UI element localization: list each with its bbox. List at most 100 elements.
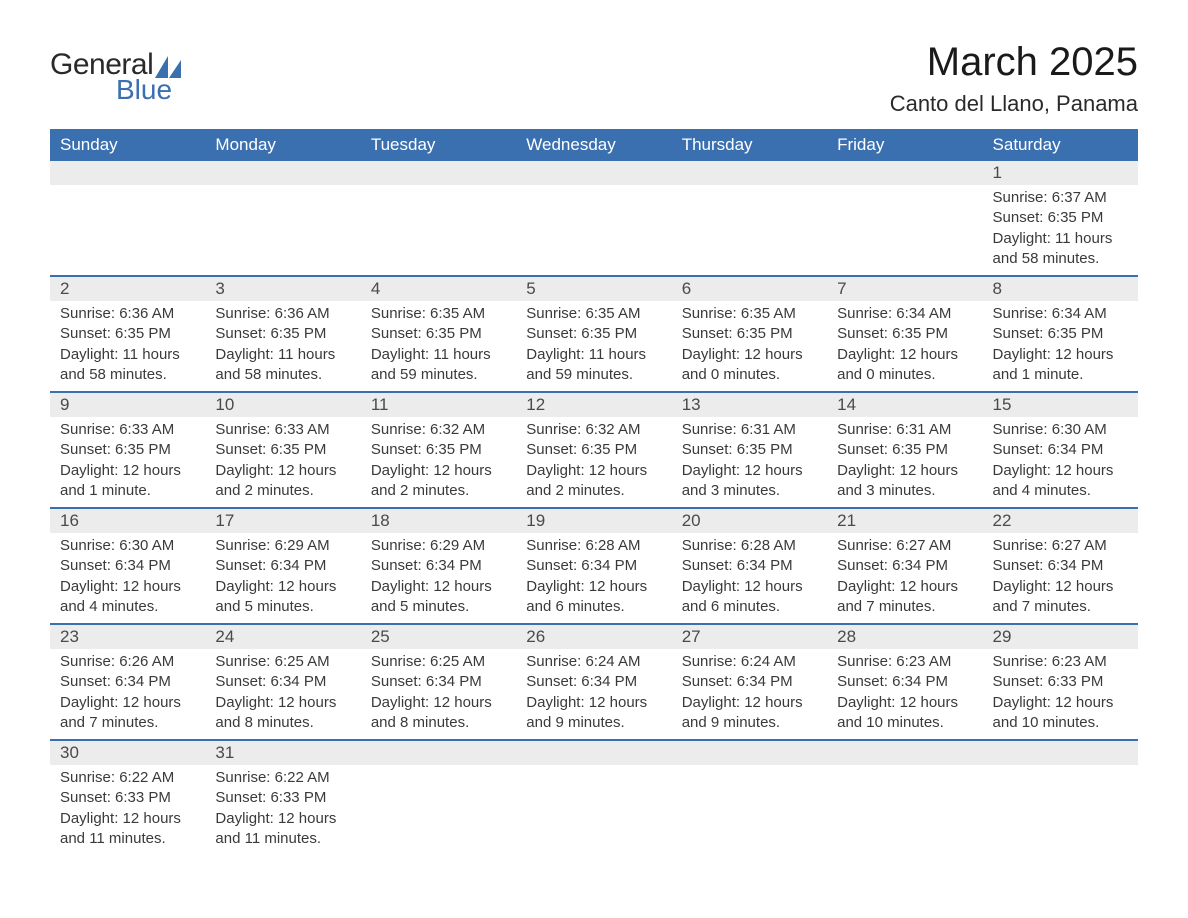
empty-cell: [361, 740, 516, 765]
header: General Blue March 2025 Canto del Llano,…: [50, 40, 1138, 117]
empty-cell: [827, 740, 982, 765]
sunrise-line: Sunrise: 6:29 AM: [215, 536, 350, 556]
sunrise-line: Sunrise: 6:24 AM: [526, 652, 661, 672]
day-details: Sunrise: 6:34 AMSunset: 6:35 PMDaylight:…: [983, 301, 1138, 392]
sunrise-line: Sunrise: 6:34 AM: [837, 304, 972, 324]
day-details: Sunrise: 6:23 AMSunset: 6:34 PMDaylight:…: [827, 649, 982, 740]
sunset-line: Sunset: 6:34 PM: [60, 556, 195, 576]
sunset-line: Sunset: 6:33 PM: [60, 788, 195, 808]
day-details: Sunrise: 6:23 AMSunset: 6:33 PMDaylight:…: [983, 649, 1138, 740]
sunset-line: Sunset: 6:34 PM: [215, 556, 350, 576]
empty-cell: [983, 765, 1138, 855]
day-number: 13: [672, 392, 827, 417]
sunrise-line: Sunrise: 6:22 AM: [60, 768, 195, 788]
empty-cell: [516, 765, 671, 855]
empty-cell: [205, 161, 360, 185]
sunrise-line: Sunrise: 6:25 AM: [371, 652, 506, 672]
day-number: 24: [205, 624, 360, 649]
sunset-line: Sunset: 6:34 PM: [526, 672, 661, 692]
daylight-line: Daylight: 12 hours and 11 minutes.: [60, 809, 195, 850]
day-number: 9: [50, 392, 205, 417]
daylight-line: Daylight: 12 hours and 7 minutes.: [993, 577, 1128, 618]
day-number: 3: [205, 276, 360, 301]
day-number: 20: [672, 508, 827, 533]
calendar-table: SundayMondayTuesdayWednesdayThursdayFrid…: [50, 129, 1138, 855]
daylight-line: Daylight: 12 hours and 1 minute.: [993, 345, 1128, 386]
daylight-line: Daylight: 11 hours and 58 minutes.: [215, 345, 350, 386]
day-details: Sunrise: 6:25 AMSunset: 6:34 PMDaylight:…: [205, 649, 360, 740]
day-details: Sunrise: 6:29 AMSunset: 6:34 PMDaylight:…: [361, 533, 516, 624]
empty-cell: [516, 161, 671, 185]
day-details: Sunrise: 6:33 AMSunset: 6:35 PMDaylight:…: [205, 417, 360, 508]
day-number: 29: [983, 624, 1138, 649]
sunrise-line: Sunrise: 6:22 AM: [215, 768, 350, 788]
day-number: 22: [983, 508, 1138, 533]
weekday-header: Thursday: [672, 129, 827, 161]
sunrise-line: Sunrise: 6:33 AM: [60, 420, 195, 440]
daylight-line: Daylight: 12 hours and 4 minutes.: [993, 461, 1128, 502]
daylight-line: Daylight: 12 hours and 9 minutes.: [682, 693, 817, 734]
sunrise-line: Sunrise: 6:31 AM: [837, 420, 972, 440]
sunset-line: Sunset: 6:35 PM: [682, 440, 817, 460]
day-number: 16: [50, 508, 205, 533]
day-details: Sunrise: 6:22 AMSunset: 6:33 PMDaylight:…: [50, 765, 205, 855]
day-details: Sunrise: 6:24 AMSunset: 6:34 PMDaylight:…: [672, 649, 827, 740]
sunrise-line: Sunrise: 6:31 AM: [682, 420, 817, 440]
empty-cell: [672, 765, 827, 855]
detail-row: Sunrise: 6:22 AMSunset: 6:33 PMDaylight:…: [50, 765, 1138, 855]
day-number: 25: [361, 624, 516, 649]
sunset-line: Sunset: 6:34 PM: [215, 672, 350, 692]
weekday-header-row: SundayMondayTuesdayWednesdayThursdayFrid…: [50, 129, 1138, 161]
empty-cell: [50, 185, 205, 276]
day-details: Sunrise: 6:30 AMSunset: 6:34 PMDaylight:…: [983, 417, 1138, 508]
month-title: March 2025: [890, 40, 1138, 85]
day-details: Sunrise: 6:31 AMSunset: 6:35 PMDaylight:…: [672, 417, 827, 508]
daynum-row: 2345678: [50, 276, 1138, 301]
sunrise-line: Sunrise: 6:36 AM: [60, 304, 195, 324]
detail-row: Sunrise: 6:30 AMSunset: 6:34 PMDaylight:…: [50, 533, 1138, 624]
empty-cell: [361, 185, 516, 276]
day-number: 28: [827, 624, 982, 649]
day-number: 10: [205, 392, 360, 417]
weekday-header: Tuesday: [361, 129, 516, 161]
day-details: Sunrise: 6:31 AMSunset: 6:35 PMDaylight:…: [827, 417, 982, 508]
day-details: Sunrise: 6:34 AMSunset: 6:35 PMDaylight:…: [827, 301, 982, 392]
day-number: 14: [827, 392, 982, 417]
daynum-row: 3031: [50, 740, 1138, 765]
sunrise-line: Sunrise: 6:29 AM: [371, 536, 506, 556]
day-details: Sunrise: 6:28 AMSunset: 6:34 PMDaylight:…: [516, 533, 671, 624]
detail-row: Sunrise: 6:37 AMSunset: 6:35 PMDaylight:…: [50, 185, 1138, 276]
detail-row: Sunrise: 6:36 AMSunset: 6:35 PMDaylight:…: [50, 301, 1138, 392]
sunset-line: Sunset: 6:34 PM: [371, 556, 506, 576]
sunset-line: Sunset: 6:35 PM: [60, 324, 195, 344]
daylight-line: Daylight: 11 hours and 59 minutes.: [526, 345, 661, 386]
day-details: Sunrise: 6:32 AMSunset: 6:35 PMDaylight:…: [361, 417, 516, 508]
day-details: Sunrise: 6:27 AMSunset: 6:34 PMDaylight:…: [827, 533, 982, 624]
sunrise-line: Sunrise: 6:24 AM: [682, 652, 817, 672]
sunrise-line: Sunrise: 6:32 AM: [371, 420, 506, 440]
detail-row: Sunrise: 6:26 AMSunset: 6:34 PMDaylight:…: [50, 649, 1138, 740]
day-number: 27: [672, 624, 827, 649]
day-details: Sunrise: 6:30 AMSunset: 6:34 PMDaylight:…: [50, 533, 205, 624]
day-details: Sunrise: 6:22 AMSunset: 6:33 PMDaylight:…: [205, 765, 360, 855]
daylight-line: Daylight: 12 hours and 5 minutes.: [215, 577, 350, 618]
detail-row: Sunrise: 6:33 AMSunset: 6:35 PMDaylight:…: [50, 417, 1138, 508]
day-details: Sunrise: 6:33 AMSunset: 6:35 PMDaylight:…: [50, 417, 205, 508]
empty-cell: [361, 765, 516, 855]
day-details: Sunrise: 6:37 AMSunset: 6:35 PMDaylight:…: [983, 185, 1138, 276]
weekday-header: Wednesday: [516, 129, 671, 161]
daylight-line: Daylight: 12 hours and 8 minutes.: [371, 693, 506, 734]
day-number: 17: [205, 508, 360, 533]
sunrise-line: Sunrise: 6:35 AM: [682, 304, 817, 324]
day-details: Sunrise: 6:26 AMSunset: 6:34 PMDaylight:…: [50, 649, 205, 740]
empty-cell: [827, 185, 982, 276]
daylight-line: Daylight: 12 hours and 7 minutes.: [60, 693, 195, 734]
sunset-line: Sunset: 6:35 PM: [993, 324, 1128, 344]
empty-cell: [205, 185, 360, 276]
daylight-line: Daylight: 11 hours and 58 minutes.: [60, 345, 195, 386]
daylight-line: Daylight: 12 hours and 7 minutes.: [837, 577, 972, 618]
day-details: Sunrise: 6:25 AMSunset: 6:34 PMDaylight:…: [361, 649, 516, 740]
sunset-line: Sunset: 6:35 PM: [60, 440, 195, 460]
day-number: 5: [516, 276, 671, 301]
sunset-line: Sunset: 6:35 PM: [837, 324, 972, 344]
